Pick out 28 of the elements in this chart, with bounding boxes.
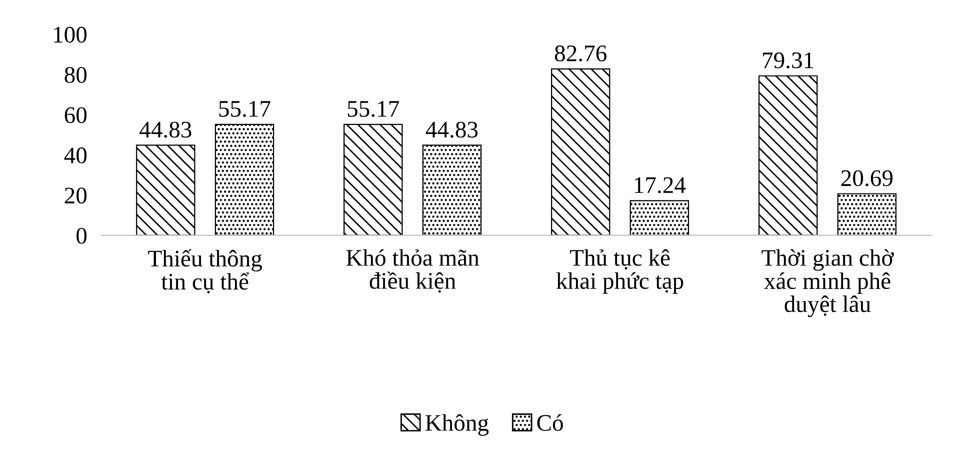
bar — [136, 144, 196, 236]
bar — [550, 68, 610, 236]
bar — [344, 124, 403, 236]
data-label: 44.83 — [426, 122, 478, 138]
x-tick-label: Thiếu thông tin cụ thể — [148, 249, 262, 294]
x-tick-label: Khó thỏa mãn điều kiện — [346, 249, 480, 293]
legend-label: Có — [537, 414, 563, 431]
y-tick-label: 100 — [54, 26, 87, 43]
data-label: 55.17 — [348, 101, 399, 117]
bar — [422, 144, 482, 236]
bar — [758, 75, 818, 236]
data-label: 82.76 — [554, 45, 606, 62]
x-tick-label: Thời gian chờ xác minh phê duyệt lâu — [762, 249, 894, 318]
y-tick-label: 40 — [64, 147, 87, 164]
data-label: 20.69 — [841, 170, 893, 186]
legend-label: Không — [425, 414, 489, 436]
y-tick-label: 80 — [64, 66, 87, 83]
data-label: 55.17 — [219, 101, 270, 117]
y-tick-label: 20 — [64, 188, 87, 204]
data-label: 17.24 — [634, 177, 686, 194]
bar — [214, 124, 274, 236]
x-tick-label: Thủ tục kê khai phức tạp — [556, 249, 684, 294]
bar — [630, 200, 690, 236]
data-label: 79.31 — [763, 52, 814, 68]
data-label: 44.83 — [140, 122, 192, 138]
y-tick-label: 60 — [64, 107, 87, 124]
bar — [837, 193, 897, 236]
y-tick-label: 0 — [76, 228, 87, 244]
